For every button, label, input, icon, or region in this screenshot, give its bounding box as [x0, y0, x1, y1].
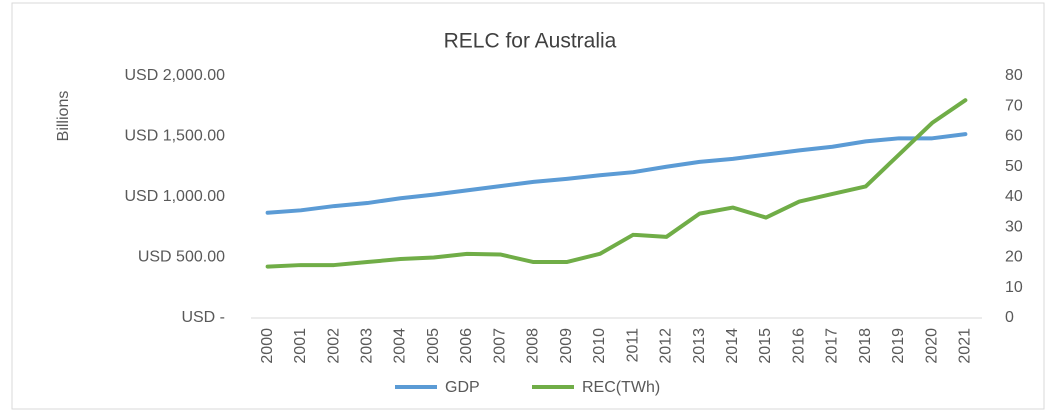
x-tick-label: 2021	[957, 328, 974, 364]
x-tick-label: 2019	[890, 328, 907, 364]
y2-tick-label: 0	[1005, 309, 1014, 326]
y2-tick-label: 10	[1005, 279, 1023, 296]
x-tick-label: 2013	[691, 328, 708, 364]
legend-label: REC(TWh)	[582, 379, 660, 396]
chart-border	[11, 2, 1045, 410]
x-tick-label: 2004	[392, 328, 409, 364]
x-tick-label: 2017	[824, 328, 841, 364]
x-tick-label: 2010	[591, 328, 608, 364]
x-tick-label: 2003	[359, 328, 376, 364]
series-line	[265, 98, 968, 269]
chart-title: RELC for Australia	[444, 30, 617, 53]
x-tick-label: 2008	[525, 328, 542, 364]
y-tick-label: USD 2,000.00	[124, 67, 225, 84]
x-tick-label: 2007	[491, 328, 508, 364]
y-tick-label: USD 500.00	[138, 249, 225, 266]
y-tick-label: USD 1,500.00	[124, 128, 225, 145]
x-tick-label: 2005	[425, 328, 442, 364]
x-tick-label: 2015	[757, 328, 774, 364]
x-tick-label: 2001	[292, 328, 309, 364]
legend-label: GDP	[445, 379, 480, 396]
y2-tick-label: 80	[1005, 67, 1023, 84]
x-tick-label: 2006	[458, 328, 475, 364]
x-tick-label: 2011	[624, 328, 641, 363]
y2-tick-label: 50	[1005, 158, 1023, 175]
y2-tick-label: 40	[1005, 188, 1023, 205]
y2-tick-label: 20	[1005, 249, 1023, 266]
x-tick-label: 2018	[857, 328, 874, 364]
x-tick-label: 2016	[790, 328, 807, 364]
x-tick-label: 2020	[923, 328, 940, 364]
x-tick-label: 2012	[658, 328, 675, 364]
x-tick-label: 2009	[558, 328, 575, 364]
series-line	[265, 132, 968, 215]
x-tick-label: 2000	[259, 328, 276, 364]
y2-tick-label: 30	[1005, 218, 1023, 235]
y2-tick-label: 60	[1005, 128, 1023, 145]
x-tick-label: 2002	[325, 328, 342, 364]
y-axis-label: Billions	[55, 91, 72, 142]
x-tick-label: 2014	[724, 328, 741, 364]
y-tick-label: USD -	[181, 309, 225, 326]
y2-tick-label: 70	[1005, 97, 1023, 114]
y-tick-label: USD 1,000.00	[124, 188, 225, 205]
